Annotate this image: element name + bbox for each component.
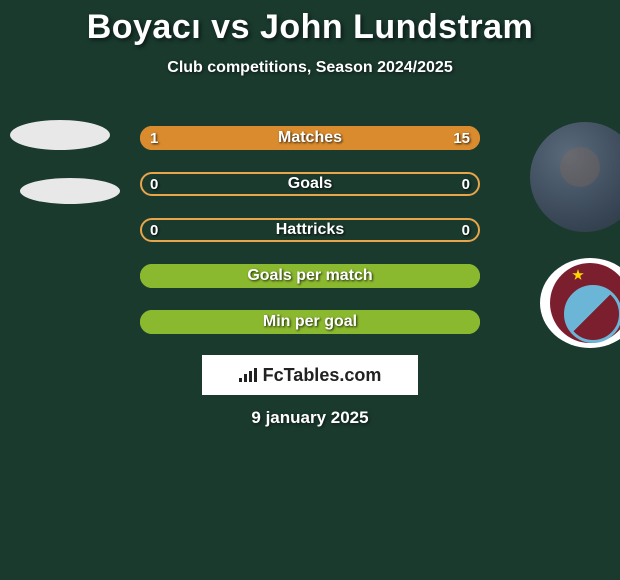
stat-row: Min per goal — [140, 310, 480, 334]
stat-value-right: 0 — [462, 222, 470, 239]
stat-label: Matches — [278, 129, 342, 147]
vs-text: vs — [211, 8, 250, 46]
chart-icon — [239, 368, 257, 382]
trabzonspor-badge-icon — [550, 263, 620, 343]
stat-label: Goals — [288, 175, 332, 193]
stats-block: 1 15 Matches 0 0 Goals 0 0 Hattricks Goals per ma… — [140, 126, 480, 356]
stat-row: 1 15 Matches — [140, 126, 480, 150]
snapshot-date: 9 january 2025 — [0, 408, 620, 428]
stat-label: Hattricks — [276, 221, 344, 239]
stat-row: Goals per match — [140, 264, 480, 288]
comparison-card: Boyacı vs John Lundstram Club competitio… — [0, 0, 620, 580]
watermark: FcTables.com — [202, 355, 418, 395]
stat-label: Min per goal — [263, 313, 357, 331]
subtitle: Club competitions, Season 2024/2025 — [0, 59, 620, 77]
stat-row: 0 0 Hattricks — [140, 218, 480, 242]
player1-avatar — [10, 120, 110, 150]
player1-club-icon — [20, 178, 120, 204]
stat-row: 0 0 Goals — [140, 172, 480, 196]
stat-value-left: 0 — [150, 176, 158, 193]
stat-value-right: 0 — [462, 176, 470, 193]
stat-value-left: 0 — [150, 222, 158, 239]
player2-name: John Lundstram — [260, 8, 533, 46]
player1-name: Boyacı — [87, 8, 202, 46]
stat-value-right: 15 — [453, 130, 470, 147]
page-title: Boyacı vs John Lundstram — [0, 0, 620, 47]
player2-avatar — [530, 122, 620, 232]
player2-club-icon — [540, 258, 620, 348]
watermark-text: FcTables.com — [263, 365, 382, 386]
stat-value-left: 1 — [150, 130, 158, 147]
stat-label: Goals per match — [247, 267, 372, 285]
